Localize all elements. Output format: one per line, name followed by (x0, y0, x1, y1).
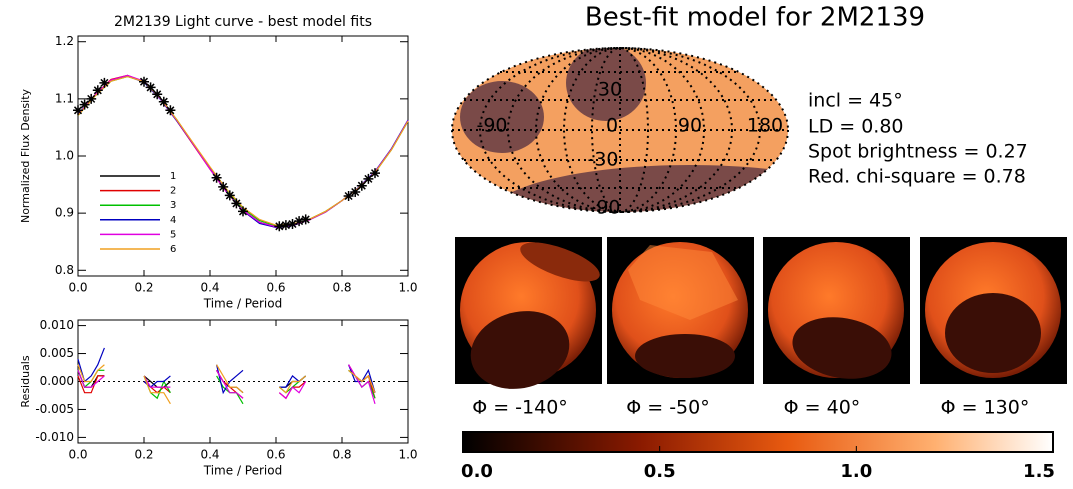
observed-point (165, 105, 176, 116)
y-tick-label: 1.1 (55, 91, 74, 105)
y-tick-label: -0.010 (35, 430, 74, 444)
phase-label: Φ = 40° (784, 397, 861, 419)
observed-point (231, 198, 242, 209)
series-line (77, 74, 409, 228)
param: LD = 0.80 (808, 116, 904, 138)
y-tick-label: 0.010 (40, 318, 74, 332)
y-tick-label: 1.2 (55, 34, 74, 48)
spot (490, 165, 788, 212)
observed-point (343, 191, 354, 201)
colorbar-tick-label: 1.5 (1023, 461, 1055, 482)
y-tick-label: 1.0 (55, 149, 74, 163)
observed-point (73, 105, 83, 116)
y-tick-label: 0.000 (40, 374, 74, 388)
lat-label: -90 (589, 197, 620, 219)
x-tick-label: 0.4 (200, 448, 219, 462)
y-tick-label: 0.005 (40, 346, 74, 360)
x-tick-label: 0.2 (134, 448, 153, 462)
x-axis-label: Time / Period (203, 464, 282, 478)
observed-point (139, 76, 149, 87)
param: incl = 45° (808, 90, 903, 112)
x-tick-label: 0.2 (134, 281, 153, 295)
lat-label: -30 (587, 149, 618, 171)
colorbar-tick-label: 1.0 (840, 461, 872, 482)
x-tick-label: 1.0 (398, 448, 417, 462)
x-axis-label: Time / Period (203, 297, 282, 311)
observed-point (92, 85, 103, 96)
legend-label: 1 (170, 171, 176, 182)
observed-point (238, 206, 248, 217)
colorbar-tick-label: 0.0 (461, 461, 493, 482)
series-line (77, 75, 409, 228)
lon-label: -90 (476, 115, 507, 137)
x-tick-label: 0.0 (68, 281, 87, 295)
map-grid (452, 47, 788, 213)
series-line (77, 364, 376, 405)
phase-label: Φ = -140° (472, 397, 568, 419)
colorbar (462, 431, 1054, 453)
legend-label: 5 (170, 229, 176, 240)
observed-point (86, 93, 97, 104)
lon-label: 90 (678, 115, 702, 137)
x-tick-label: 0.4 (200, 281, 219, 295)
observed-point (300, 214, 311, 225)
observed-point (356, 180, 367, 191)
phase-views (455, 237, 1067, 389)
legend-label: 4 (170, 215, 176, 226)
chart-title: 2M2139 Light curve - best model fits (114, 14, 372, 30)
y-tick-label: 0.9 (55, 206, 74, 220)
observed-point (274, 221, 285, 232)
param: Red. chi-square = 0.78 (808, 166, 1026, 188)
x-tick-label: 0.6 (266, 448, 285, 462)
observed-point (158, 96, 169, 107)
phase-label: Φ = -50° (626, 397, 710, 419)
legend-label: 6 (170, 244, 176, 255)
legend-label: 3 (170, 200, 176, 211)
observed-point (350, 187, 361, 197)
legend-label: 2 (170, 186, 176, 197)
observed-point (152, 89, 163, 100)
observed-point (363, 173, 374, 184)
x-tick-label: 0.6 (266, 281, 285, 295)
observed-point (211, 172, 222, 183)
plot-frame (77, 35, 409, 277)
colorbar-tick-label: 0.5 (644, 461, 676, 482)
y-tick-label: -0.005 (35, 402, 74, 416)
observed-point (280, 220, 291, 231)
lat-label: 30 (598, 79, 622, 101)
y-tick-label: 0.8 (55, 263, 74, 277)
observed-point (79, 99, 90, 110)
x-tick-label: 0.0 (68, 448, 87, 462)
param: Spot brightness = 0.27 (808, 141, 1028, 163)
phase-label: Φ = 130° (941, 397, 1030, 419)
lon-label: 0 (606, 115, 618, 137)
x-tick-label: 1.0 (398, 281, 417, 295)
series-line (77, 364, 376, 405)
observed-point (370, 168, 380, 179)
observed-point (224, 190, 235, 201)
observed-point (218, 181, 229, 192)
series-line (77, 75, 409, 226)
observed-point (287, 219, 298, 229)
y-axis-label: Normalized Flux Density (19, 88, 32, 223)
params: incl = 45° LD = 0.80 Spot brightness = 0… (808, 90, 1028, 188)
model-title: Best-fit model for 2M2139 (585, 3, 925, 33)
lon-label: 180 (747, 115, 783, 137)
observed-point (99, 77, 110, 88)
y-axis-label: Residuals (19, 355, 32, 407)
series-line (77, 347, 376, 395)
map: -90 0 90 180 30 -30 -90 (451, 47, 789, 219)
x-tick-label: 0.8 (332, 448, 351, 462)
observed-point (145, 82, 156, 93)
observed-point (294, 216, 305, 227)
series-line (77, 75, 409, 227)
x-tick-label: 0.8 (332, 281, 351, 295)
